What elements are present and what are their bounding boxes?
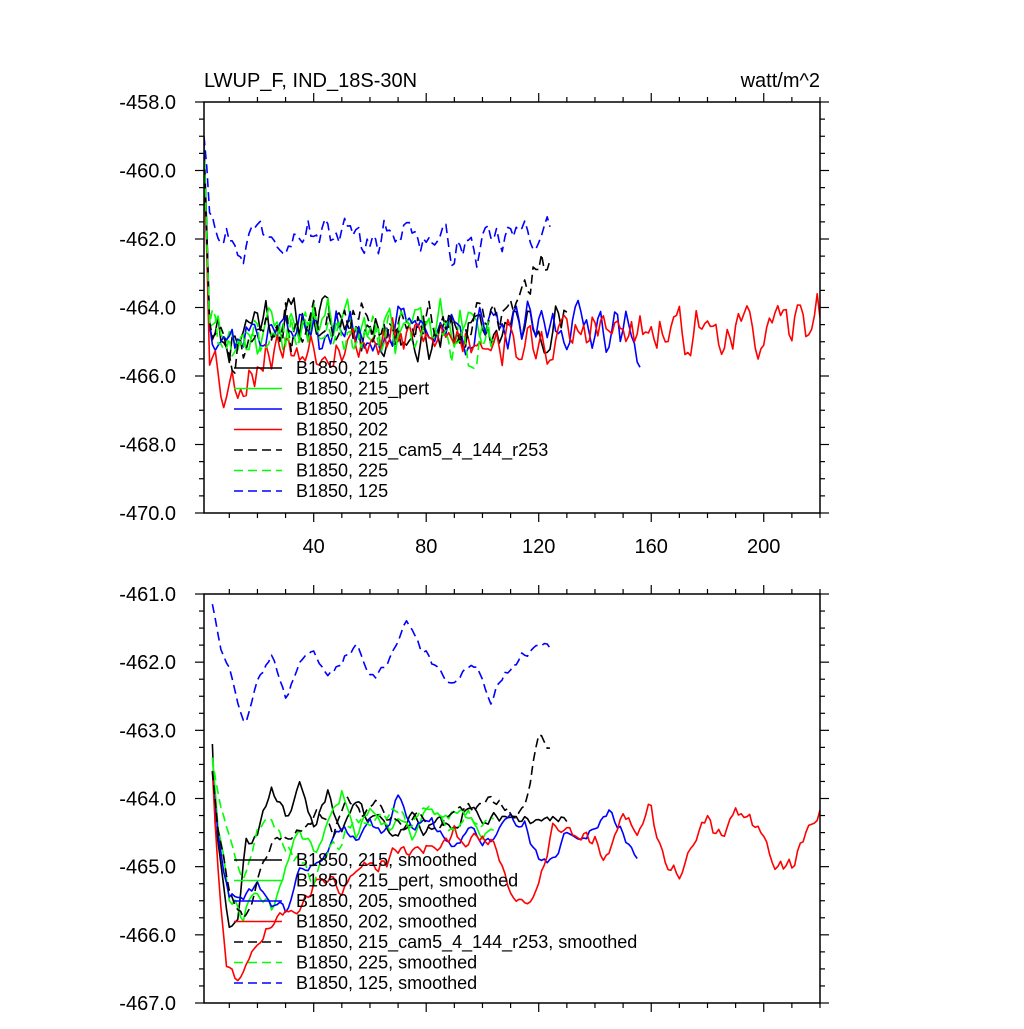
series-line-6 xyxy=(211,604,551,723)
x-tick-label: 200 xyxy=(747,536,780,558)
legend-label: B1850, 215_pert, smoothed xyxy=(296,871,518,892)
legend-label: B1850, 225 xyxy=(296,461,388,481)
chart-title: LWUP_F, IND_18S-30N xyxy=(204,70,417,92)
y-tick-label: -467.0 xyxy=(119,993,176,1015)
y-tick-label: -466.0 xyxy=(119,366,176,388)
y-tick-label: -462.0 xyxy=(119,229,176,251)
series-line-4 xyxy=(204,153,551,374)
legend-label: B1850, 125 xyxy=(296,481,388,501)
y-tick-label: -464.0 xyxy=(119,298,176,320)
y-tick-label: -465.0 xyxy=(119,857,176,879)
y-tick-label: -458.0 xyxy=(119,92,176,114)
series-line-6 xyxy=(204,136,551,268)
legend-label: B1850, 205 xyxy=(296,399,388,419)
bottom-panel: -461.0 -462.0 -463.0 -464.0 -465.0 -466.0 -467… xyxy=(119,584,829,1015)
y-tick-label: -464.0 xyxy=(119,789,176,811)
x-tick-label: 120 xyxy=(522,536,555,558)
y-tick-label: -461.0 xyxy=(119,584,176,606)
units-label: watt/m^2 xyxy=(740,70,820,92)
series-line-1 xyxy=(211,757,494,922)
series-lines xyxy=(204,136,820,409)
legend-label: B1850, 202, smoothed xyxy=(296,912,477,932)
series-line-4 xyxy=(211,734,551,919)
y-tick-label: -470.0 xyxy=(119,503,176,525)
series-lines xyxy=(211,604,820,982)
legend-label: B1850, 225, smoothed xyxy=(296,953,477,973)
y-tick-label: -460.0 xyxy=(119,161,176,183)
y-tick-label: -462.0 xyxy=(119,652,176,674)
legend-label: B1850, 215_cam5_4_144_r253 xyxy=(296,440,548,461)
x-tick-label: 80 xyxy=(415,536,437,558)
legend-label: B1850, 215 xyxy=(296,358,388,378)
y-tick-label: -466.0 xyxy=(119,925,176,947)
legend-label: B1850, 125, smoothed xyxy=(296,973,477,993)
x-tick-label: 40 xyxy=(303,536,325,558)
top-plot-area: -458.0 -460.0 -462.0 -464.0 -466.0 -468.0 -470… xyxy=(119,92,829,558)
y-tick-label: -463.0 xyxy=(119,720,176,742)
legend-label: B1850, 215, smoothed xyxy=(296,850,477,870)
y-tick-label: -468.0 xyxy=(119,435,176,457)
bottom-plot-area: -461.0 -462.0 -463.0 -464.0 -465.0 -466.0 -467… xyxy=(119,584,829,1015)
legend-label: B1850, 205, smoothed xyxy=(296,891,477,911)
series-line-3 xyxy=(204,163,820,409)
top-panel: LWUP_F, IND_18S-30N watt/m^2 -458.0 -460.… xyxy=(119,70,829,558)
legend-label: B1850, 202 xyxy=(296,420,388,440)
series-line-5 xyxy=(204,146,495,370)
legend-label: B1850, 215_pert xyxy=(296,379,429,400)
legend-label: B1850, 215_cam5_4_144_r253, smoothed xyxy=(296,932,637,953)
x-tick-label: 160 xyxy=(635,536,668,558)
